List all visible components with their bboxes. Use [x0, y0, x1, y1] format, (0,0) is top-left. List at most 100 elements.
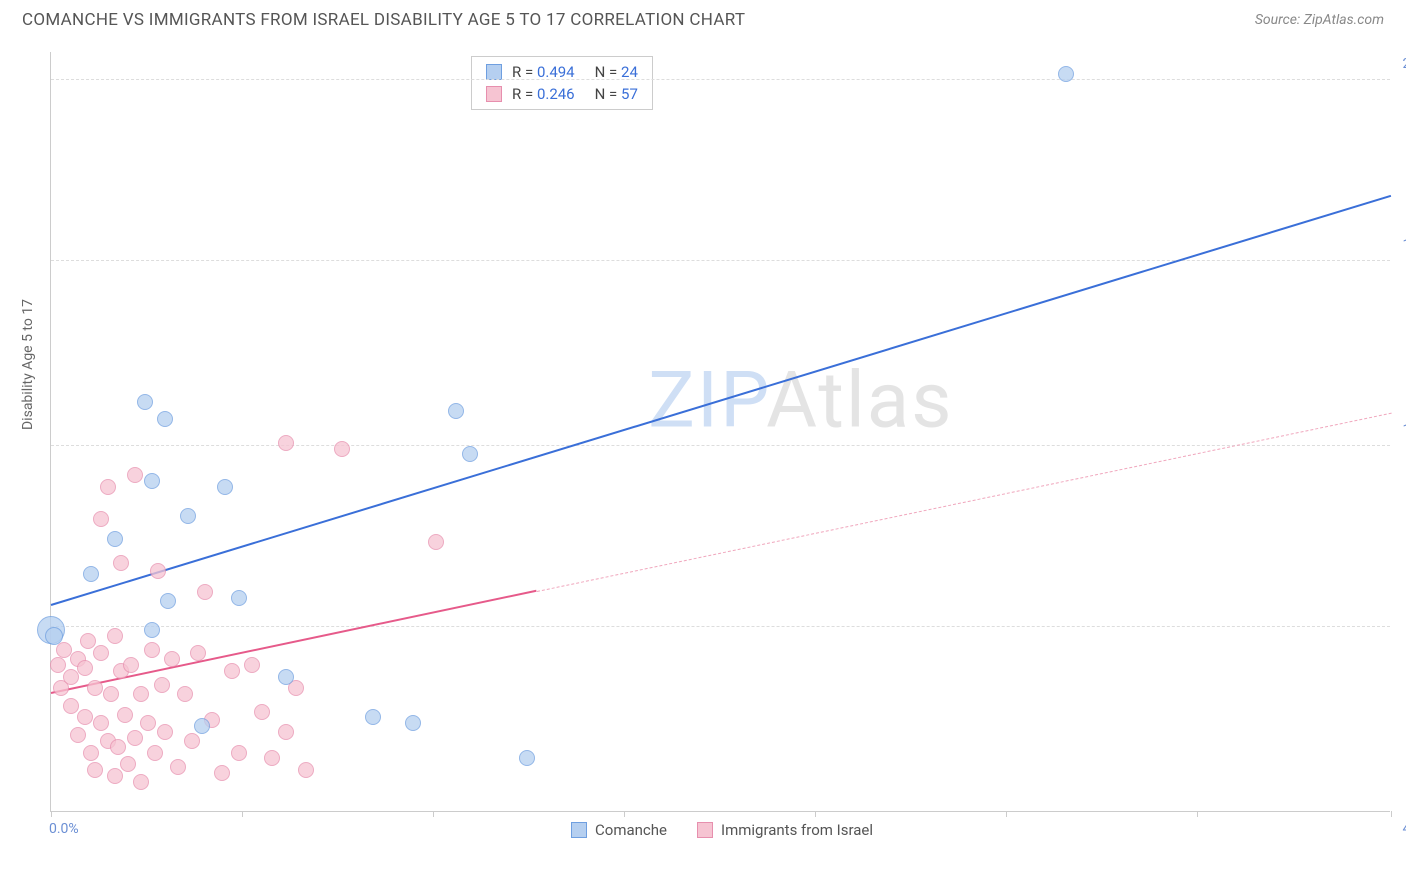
data-point: [428, 534, 444, 550]
data-point: [190, 645, 206, 661]
data-point: [93, 645, 109, 661]
x-start-label: 0.0%: [49, 821, 79, 837]
data-point: [144, 642, 160, 658]
data-point: [144, 473, 160, 489]
data-point: [127, 730, 143, 746]
data-point: [278, 435, 294, 451]
xtick: [51, 811, 52, 817]
data-point: [519, 750, 535, 766]
data-point: [298, 762, 314, 778]
data-point: [93, 511, 109, 527]
data-point: [103, 686, 119, 702]
data-point: [87, 680, 103, 696]
data-point: [231, 590, 247, 606]
data-point: [63, 698, 79, 714]
xtick: [1006, 811, 1007, 817]
data-point: [133, 774, 149, 790]
data-point: [107, 531, 123, 547]
trendline: [537, 412, 1391, 591]
trendline: [51, 590, 537, 694]
data-point: [77, 660, 93, 676]
data-point: [107, 628, 123, 644]
data-point: [157, 411, 173, 427]
data-point: [113, 555, 129, 571]
data-point: [80, 633, 96, 649]
data-point: [77, 709, 93, 725]
chart-title: COMANCHE VS IMMIGRANTS FROM ISRAEL DISAB…: [22, 10, 745, 30]
data-point: [160, 593, 176, 609]
xtick: [433, 811, 434, 817]
xtick: [1197, 811, 1198, 817]
data-point: [264, 750, 280, 766]
ytick-label: 18.8%: [1395, 237, 1406, 253]
data-point: [127, 467, 143, 483]
data-point: [1058, 66, 1074, 82]
series-legend: Comanche Immigrants from Israel: [571, 821, 873, 839]
data-point: [140, 715, 156, 731]
swatch-a: [486, 64, 502, 80]
data-point: [50, 657, 66, 673]
correlation-legend: R = 0.494 N = 24 R = 0.246 N = 57: [471, 56, 653, 110]
data-point: [83, 566, 99, 582]
trendline: [51, 195, 1392, 606]
swatch-b: [486, 86, 502, 102]
ytick-label: 6.3%: [1395, 603, 1406, 619]
data-point: [93, 715, 109, 731]
source-label: Source: ZipAtlas.com: [1255, 12, 1384, 28]
data-point: [197, 584, 213, 600]
legend-row-b: R = 0.246 N = 57: [486, 83, 638, 105]
xtick: [815, 811, 816, 817]
xtick: [1391, 811, 1392, 817]
data-point: [194, 718, 210, 734]
xtick: [624, 811, 625, 817]
data-point: [45, 627, 63, 645]
watermark-part1: ZIP: [648, 356, 766, 447]
y-axis-title: Disability Age 5 to 17: [20, 299, 36, 430]
data-point: [462, 446, 478, 462]
data-point: [133, 686, 149, 702]
data-point: [177, 686, 193, 702]
data-point: [83, 745, 99, 761]
data-point: [107, 768, 123, 784]
data-point: [144, 622, 160, 638]
data-point: [214, 765, 230, 781]
gridline: [51, 626, 1390, 627]
data-point: [150, 563, 166, 579]
xtick: [242, 811, 243, 817]
swatch-a: [571, 822, 587, 838]
r-label: R = 0.246: [512, 85, 575, 103]
ytick-label: 12.5%: [1395, 422, 1406, 438]
legend-label-a: Comanche: [595, 821, 667, 839]
gridline: [51, 260, 1390, 261]
legend-item-b: Immigrants from Israel: [697, 821, 873, 839]
data-point: [70, 727, 86, 743]
data-point: [278, 669, 294, 685]
data-point: [164, 651, 180, 667]
data-point: [365, 709, 381, 725]
data-point: [217, 479, 233, 495]
data-point: [100, 479, 116, 495]
data-point: [117, 707, 133, 723]
watermark: ZIPAtlas: [648, 356, 953, 447]
scatter-chart: ZIPAtlas R = 0.494 N = 24 R = 0.246 N = …: [50, 52, 1390, 812]
data-point: [170, 759, 186, 775]
data-point: [254, 704, 270, 720]
x-end-label: 40.0%: [1402, 821, 1406, 837]
data-point: [137, 394, 153, 410]
data-point: [448, 403, 464, 419]
legend-label-b: Immigrants from Israel: [721, 821, 873, 839]
data-point: [334, 441, 350, 457]
data-point: [180, 508, 196, 524]
swatch-b: [697, 822, 713, 838]
data-point: [154, 677, 170, 693]
data-point: [184, 733, 200, 749]
data-point: [157, 724, 173, 740]
watermark-part2: Atlas: [766, 356, 953, 447]
data-point: [244, 657, 260, 673]
legend-item-a: Comanche: [571, 821, 667, 839]
gridline: [51, 445, 1390, 446]
n-label: N = 57: [595, 85, 638, 103]
data-point: [147, 745, 163, 761]
data-point: [231, 745, 247, 761]
data-point: [120, 756, 136, 772]
